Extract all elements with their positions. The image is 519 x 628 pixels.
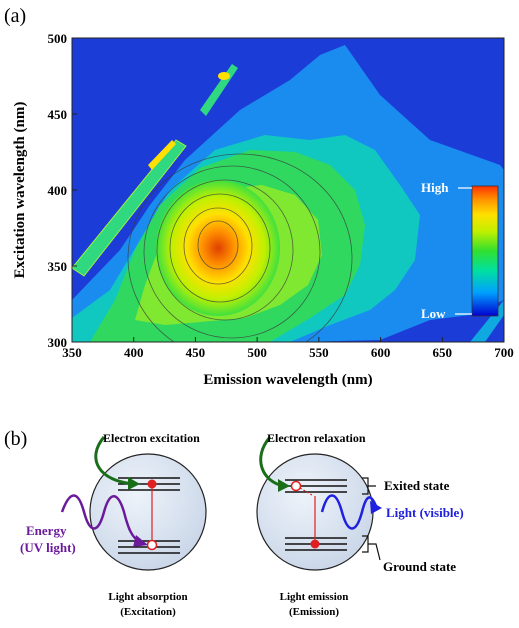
excitation-pointer-arrow (94, 436, 137, 486)
emission-electron-ground (310, 539, 320, 549)
x-axis-title: Emission wavelength (nm) (203, 372, 372, 388)
y-tick-label: 350 (48, 259, 68, 274)
contour-3 (169, 193, 271, 303)
colorbar-high-label: High (421, 180, 449, 195)
x-tick-label: 650 (433, 345, 453, 360)
y-axis-ticks: 300 350 400 450 500 (48, 31, 77, 350)
emission-caption-line1: Light emission (280, 591, 349, 603)
absorption-diagram: Electron excitation Energy (UV light) Li… (20, 431, 207, 618)
colorbar-ramp (471, 185, 499, 317)
scatter-band-1 (72, 139, 187, 277)
y-axis-title: Excitation wavelength (nm) (12, 102, 28, 279)
contour-lines (127, 153, 353, 342)
panel-a-label: (a) (4, 5, 26, 27)
x-tick-label: 400 (124, 345, 144, 360)
contour-1 (197, 220, 239, 270)
contour-6 (127, 153, 353, 342)
x-tick-label: 700 (494, 345, 514, 360)
contour-5 (143, 165, 321, 339)
heatmap-plot (71, 37, 505, 343)
excited-state-label: Exited state (384, 478, 450, 493)
x-tick-label: 600 (371, 345, 391, 360)
energy-label: Energy (26, 523, 67, 538)
ground-hole (146, 539, 158, 551)
y-tick-label: 500 (48, 31, 68, 46)
absorption-caption-line2: (Excitation) (120, 606, 176, 618)
scatter-band-1-core (148, 140, 176, 170)
ground-state-label: Ground state (383, 559, 456, 574)
relaxing-electron-start (290, 480, 302, 492)
contour-2 (183, 207, 253, 285)
y-tick-label: 450 (48, 107, 68, 122)
x-tick-label: 350 (62, 345, 82, 360)
visible-light-wave (320, 494, 378, 530)
emission-diagram: Electron relaxation Light (visible) Exit… (256, 431, 464, 618)
y-tick-label: 300 (48, 335, 68, 350)
y-tick-label: 400 (48, 183, 68, 198)
contour-4 (156, 179, 294, 321)
x-tick-label: 550 (309, 345, 329, 360)
relaxation-pointer-label: Electron relaxation (267, 431, 366, 445)
uv-light-label: (UV light) (20, 540, 76, 555)
ground-state-bracket (362, 535, 381, 561)
emission-caption-line2: (Emission) (289, 606, 339, 618)
x-tick-label: 450 (186, 345, 206, 360)
colorbar: High Low (421, 180, 499, 321)
x-tick-label: 500 (247, 345, 267, 360)
x-axis-ticks: 350 400 450 500 550 600 650 700 (62, 337, 514, 360)
visible-wave-arrowhead (370, 501, 382, 514)
colorbar-low-label: Low (421, 306, 446, 321)
uv-wave-arrowhead (133, 535, 148, 547)
relaxation-arrowhead (278, 479, 290, 492)
excitation-pointer-label: Electron excitation (103, 431, 200, 445)
uv-light-wave (60, 494, 141, 544)
light-visible-label: Light (visible) (386, 505, 464, 520)
heatmap-peak (156, 180, 280, 316)
panel-b-label: (b) (4, 428, 27, 450)
excited-electron (147, 479, 157, 489)
scatter-band-2-core (218, 72, 230, 80)
excited-state-bracket (362, 477, 376, 495)
excitation-arrowhead (128, 477, 140, 490)
absorption-caption-line1: Light absorption (108, 591, 187, 603)
